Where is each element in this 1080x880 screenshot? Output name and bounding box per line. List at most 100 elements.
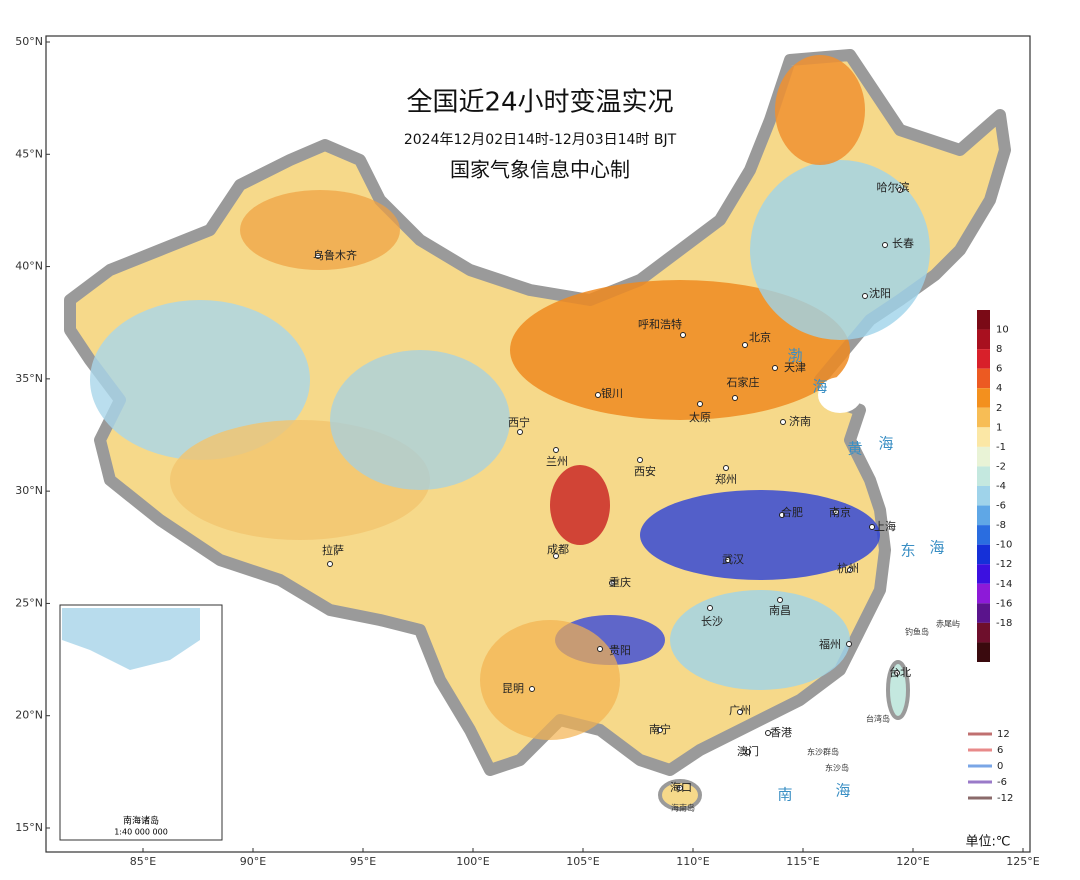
temp-area: [640, 490, 880, 580]
temp-area: [480, 620, 620, 740]
city-dot: [742, 342, 748, 348]
city-dot: [553, 553, 559, 559]
hainan: [658, 779, 702, 811]
city-dot: [707, 605, 713, 611]
colorbar-block: [977, 388, 990, 408]
contour-label: 12: [997, 729, 1010, 740]
city-label: 兰州: [546, 455, 568, 468]
city-dot: [677, 785, 683, 791]
colorbar-label: -2: [996, 461, 1006, 472]
island-label: 台湾岛: [866, 714, 890, 724]
colorbar-label: 1: [996, 422, 1002, 433]
title: 全国近24小时变温实况: [406, 88, 673, 118]
city-dot: [595, 392, 601, 398]
colorbar-label: -14: [996, 579, 1012, 590]
city-dot: [680, 332, 686, 338]
city-dot: [779, 512, 785, 518]
city-dot: [737, 709, 743, 715]
unit: 单位:℃: [966, 835, 1011, 850]
city-label: 昆明: [502, 682, 524, 695]
city-label: 沈阳: [869, 286, 891, 300]
sea-label: 海: [929, 539, 944, 557]
city-label: 呼和浩特: [638, 317, 682, 331]
city-label: 银川: [601, 386, 623, 400]
city-label: 台北: [889, 665, 911, 679]
island-label: 钓鱼岛: [905, 627, 929, 637]
city-label: 杭州: [837, 561, 859, 575]
city-dot: [327, 561, 333, 567]
colorbar-label: -4: [996, 481, 1006, 492]
lon-label: 105°E: [566, 855, 599, 868]
city-dot: [765, 730, 771, 736]
city-label: 合肥: [781, 505, 803, 519]
colorbar-label: 2: [996, 403, 1002, 414]
city-dot: [862, 293, 868, 299]
city-dot: [732, 395, 738, 401]
island-label: 赤尾屿: [936, 620, 960, 629]
city-label: 贵阳: [609, 644, 631, 657]
temp-area: [330, 350, 510, 490]
city-dot: [315, 253, 321, 259]
city-dot: [517, 429, 523, 435]
lat-label: 50°N: [15, 35, 43, 48]
colorbar-label: 6: [996, 364, 1002, 375]
lat-label: 35°N: [15, 372, 43, 385]
colorbar-block: [977, 446, 990, 467]
colorbar-label: -8: [996, 520, 1006, 531]
colorbar-block: [977, 349, 990, 369]
temp-area: [775, 55, 865, 165]
inset-scale: 1:40 000 000: [114, 828, 168, 837]
city-label: 济南: [789, 414, 811, 428]
producer: 国家气象信息中心制: [450, 158, 630, 182]
lat-label: 25°N: [15, 596, 43, 609]
city-dot: [597, 646, 603, 652]
city-label: 石家庄: [727, 375, 760, 389]
sea-label: 东: [900, 542, 915, 560]
colorbar-block: [977, 622, 990, 643]
city-label: 南宁: [649, 722, 671, 736]
colorbar-label: 8: [996, 344, 1002, 355]
colorbar-label: 4: [996, 383, 1002, 394]
city-label: 西安: [634, 464, 656, 478]
city-label: 成都: [547, 543, 569, 556]
city-dot: [657, 727, 663, 733]
contour-label: -12: [997, 793, 1013, 804]
city-dot: [745, 749, 751, 755]
colorbar-block: [977, 603, 990, 623]
city-label: 郑州: [715, 472, 737, 486]
colorbar-block: [977, 564, 990, 584]
city-dot: [637, 457, 643, 463]
city-label: 哈尔滨: [877, 180, 910, 194]
city-dot: [869, 524, 875, 530]
city-label: 福州: [819, 637, 841, 651]
colorbar-label: 10: [996, 325, 1009, 336]
colorbar-block: [977, 407, 990, 428]
temp-area: [510, 280, 850, 420]
city-label: 北京: [749, 330, 771, 344]
bohai: [818, 377, 862, 413]
lon-label: 120°E: [896, 855, 929, 868]
city-label: 太原: [689, 411, 711, 424]
city-dot: [833, 509, 839, 515]
temp-area: [750, 160, 930, 340]
colorbar-block: [977, 525, 990, 545]
colorbar-block: [977, 583, 990, 604]
contour-label: 0: [997, 761, 1003, 772]
sea-label: 海: [835, 782, 850, 800]
inset-title: 南海诸岛: [123, 815, 159, 827]
temp-area: [240, 190, 400, 270]
lon-label: 95°E: [350, 855, 376, 868]
city-dot: [894, 670, 900, 676]
city-label: 西宁: [508, 415, 530, 429]
island-label: 东沙群岛: [807, 747, 839, 757]
colorbar-label: -1: [996, 442, 1006, 453]
lat-label: 15°N: [15, 821, 43, 834]
city-label: 长春: [892, 237, 914, 250]
sea-label: 渤: [787, 347, 802, 365]
city-dot: [723, 465, 729, 471]
island-label: 海南岛: [671, 803, 695, 813]
colorbar-block: [977, 368, 990, 389]
sea-label: 海: [878, 435, 893, 453]
city-label: 南昌: [769, 604, 791, 617]
